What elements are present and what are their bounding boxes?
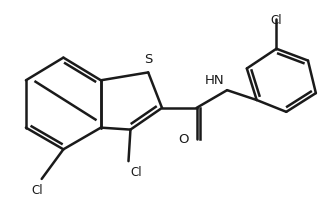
Text: S: S — [144, 54, 152, 66]
Text: Cl: Cl — [130, 166, 142, 179]
Text: Cl: Cl — [271, 14, 282, 27]
Text: HN: HN — [204, 74, 224, 87]
Text: Cl: Cl — [31, 184, 43, 197]
Text: O: O — [178, 133, 189, 146]
